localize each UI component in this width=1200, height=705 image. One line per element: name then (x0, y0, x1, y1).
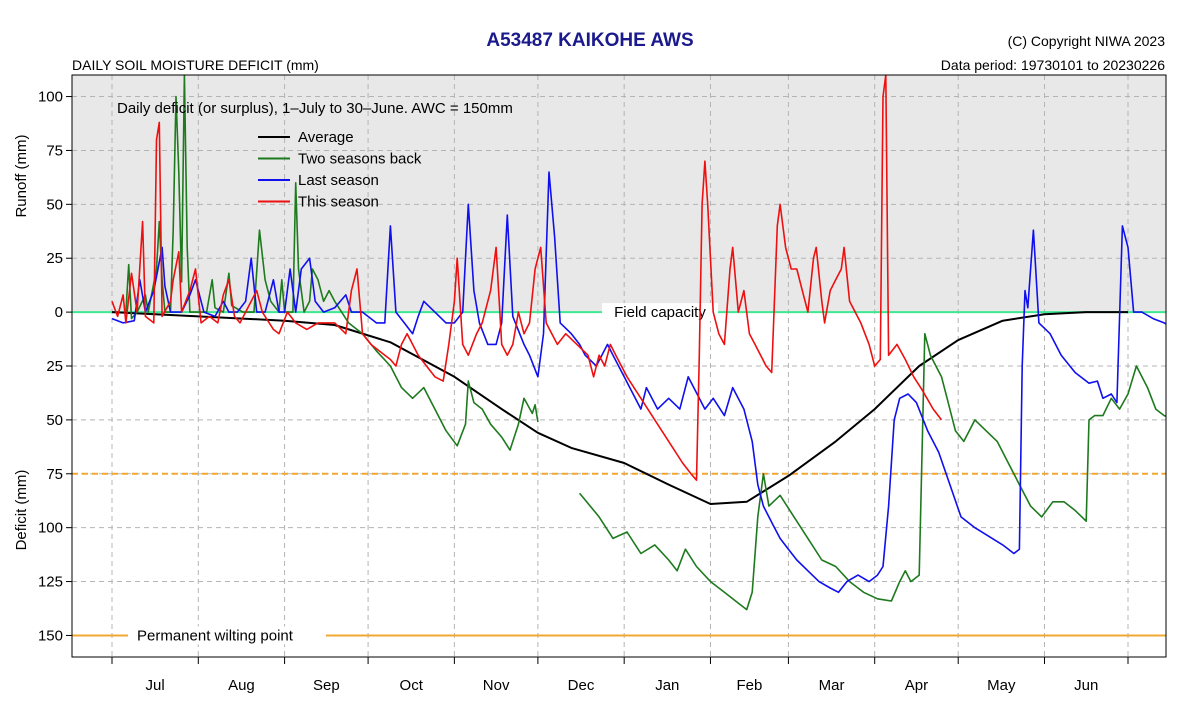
y-tick-label: 75 (46, 466, 63, 483)
series-line-last-season (111, 171, 1166, 594)
x-tick-label: Mar (819, 677, 845, 694)
x-tick-label: Aug (228, 677, 255, 694)
x-tick-label: Oct (400, 677, 424, 694)
x-tick-label: Sep (313, 677, 340, 694)
chart-subtitle: DAILY SOIL MOISTURE DEFICIT (mm) (72, 57, 319, 73)
x-tick-label: Jul (146, 677, 165, 694)
x-axis: Jul Aug Sep Oct Nov Dec Jan Feb Mar Apr May Jun (111, 657, 1129, 694)
series-line-this-season (111, 75, 943, 481)
x-tick-label: Jun (1074, 677, 1098, 694)
y-tick-label: 125 (38, 574, 63, 591)
wilting-label-bg (128, 626, 326, 645)
y-tick-label: 25 (46, 250, 63, 267)
series-line-two-seasons-back (125, 75, 1166, 611)
y-axis: 100 75 50 25 0 25 50 75 100 125 150 (38, 89, 72, 644)
legend-label: This season (298, 194, 379, 211)
y-tick-label: 100 (38, 89, 63, 106)
y-tick-label: 25 (46, 358, 63, 375)
copyright-text: (C) Copyright NIWA 2023 (1008, 33, 1166, 49)
y-tick-label: 0 (55, 304, 63, 321)
plot-area: Field capacity Permanent wilting point (71, 74, 1167, 658)
y-axis-label-runoff: Runoff (mm) (13, 134, 30, 217)
y-axis-label-deficit: Deficit (mm) (13, 470, 30, 551)
y-tick-label: 150 (38, 627, 63, 644)
y-tick-label: 50 (46, 412, 63, 429)
reference-lines: Field capacity Permanent wilting point (72, 303, 1166, 645)
legend-label: Two seasons back (298, 151, 422, 168)
legend-label: Average (298, 129, 354, 146)
x-tick-label: Feb (737, 677, 763, 694)
x-tick-label: Dec (568, 677, 595, 694)
chart-title: A53487 KAIKOHE AWS (486, 30, 693, 51)
y-tick-label: 75 (46, 142, 63, 159)
x-tick-label: Apr (905, 677, 928, 694)
chart-note: Daily deficit (or surplus), 1–July to 30… (117, 100, 513, 117)
x-tick-label: Jan (655, 677, 679, 694)
data-period-text: Data period: 19730101 to 20230226 (941, 57, 1165, 73)
wilting-point-label: Permanent wilting point (137, 627, 294, 644)
legend: Average Two seasons back Last season This s… (258, 129, 422, 211)
y-tick-label: 50 (46, 196, 63, 213)
series-lines (111, 75, 1166, 611)
legend-label: Last season (298, 172, 379, 189)
y-tick-label: 100 (38, 520, 63, 537)
x-tick-label: Nov (483, 677, 510, 694)
field-capacity-label-bg (602, 303, 718, 322)
x-tick-label: May (987, 677, 1016, 694)
runoff-zone-background (72, 75, 1166, 313)
field-capacity-label: Field capacity (614, 304, 706, 321)
